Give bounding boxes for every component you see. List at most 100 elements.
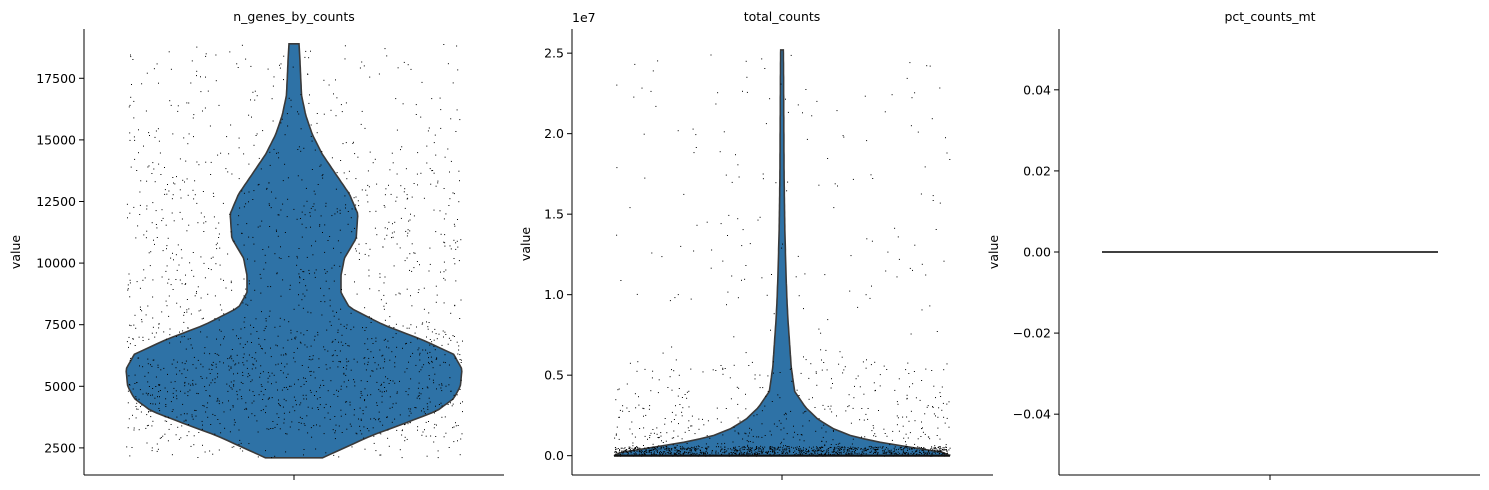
data-point [742, 452, 744, 454]
data-point [239, 207, 241, 209]
data-point [293, 308, 295, 310]
data-point [256, 420, 258, 422]
data-point [753, 415, 755, 417]
data-point [373, 435, 375, 437]
data-point [679, 446, 681, 448]
data-point [249, 389, 251, 391]
data-point [304, 344, 306, 346]
data-point [260, 384, 262, 386]
data-point [662, 352, 664, 354]
data-point [242, 375, 244, 376]
data-point [644, 368, 646, 370]
y-axis-label: value [518, 227, 533, 261]
data-point [375, 337, 377, 339]
data-point [194, 409, 196, 411]
data-point [290, 99, 292, 101]
data-point [644, 447, 646, 449]
data-point [158, 140, 160, 142]
data-point [201, 420, 203, 422]
data-point [157, 366, 159, 368]
data-point [622, 410, 624, 412]
data-point [207, 402, 209, 404]
data-point [231, 173, 233, 175]
data-point [330, 324, 332, 326]
data-point [939, 448, 941, 450]
data-point [757, 452, 758, 454]
data-point [945, 449, 947, 451]
data-point [391, 152, 393, 154]
data-point [186, 413, 188, 415]
data-point [360, 380, 362, 382]
data-point [744, 448, 746, 450]
data-point [407, 232, 409, 234]
data-point [427, 326, 429, 328]
data-point [231, 388, 233, 390]
data-point [866, 449, 868, 451]
data-point [216, 353, 218, 355]
data-point [380, 454, 382, 456]
data-point [458, 260, 460, 262]
data-point [140, 309, 141, 310]
data-point [245, 303, 247, 305]
data-point [724, 449, 726, 451]
data-point [262, 249, 264, 250]
data-point [375, 419, 377, 421]
data-point [821, 369, 823, 371]
data-point [618, 438, 620, 440]
data-point [339, 212, 341, 214]
data-point [891, 452, 893, 454]
data-point [751, 452, 753, 454]
data-point [310, 207, 312, 209]
data-point [777, 447, 779, 449]
data-point [187, 338, 189, 340]
data-point [615, 451, 617, 453]
data-point [352, 142, 354, 144]
data-point [649, 437, 651, 439]
data-point [755, 447, 757, 449]
data-point [883, 452, 885, 454]
data-point [351, 231, 353, 233]
data-point [333, 454, 335, 456]
data-point [418, 395, 420, 396]
data-point [759, 216, 761, 218]
data-point [909, 62, 911, 64]
data-point [283, 79, 284, 81]
data-point [247, 373, 249, 375]
data-point [241, 398, 243, 400]
data-point [175, 254, 177, 256]
data-point [801, 434, 803, 436]
data-point [438, 384, 440, 386]
data-point [294, 361, 296, 363]
data-point [267, 377, 269, 379]
data-point [271, 397, 273, 399]
data-point [756, 446, 758, 448]
data-point [360, 391, 362, 392]
data-point [847, 452, 849, 454]
data-point [402, 103, 404, 105]
data-point [192, 379, 194, 381]
data-point [852, 407, 854, 409]
data-point [166, 193, 168, 195]
data-point [165, 398, 167, 400]
data-point [207, 90, 209, 92]
data-point [740, 452, 742, 454]
data-point [162, 217, 164, 219]
data-point [423, 308, 425, 310]
data-point [619, 450, 621, 451]
data-point [365, 243, 367, 245]
data-point [448, 364, 450, 366]
data-point [367, 361, 369, 363]
data-point [429, 168, 431, 170]
data-point [783, 427, 785, 429]
data-point [852, 446, 854, 448]
data-point [854, 447, 856, 449]
data-point [141, 319, 143, 321]
data-point [406, 198, 408, 200]
data-point [722, 452, 724, 454]
data-point [648, 449, 650, 451]
data-point [140, 411, 142, 413]
data-point [356, 433, 358, 435]
data-point [434, 373, 436, 375]
data-point [137, 357, 139, 359]
data-point [450, 402, 451, 404]
